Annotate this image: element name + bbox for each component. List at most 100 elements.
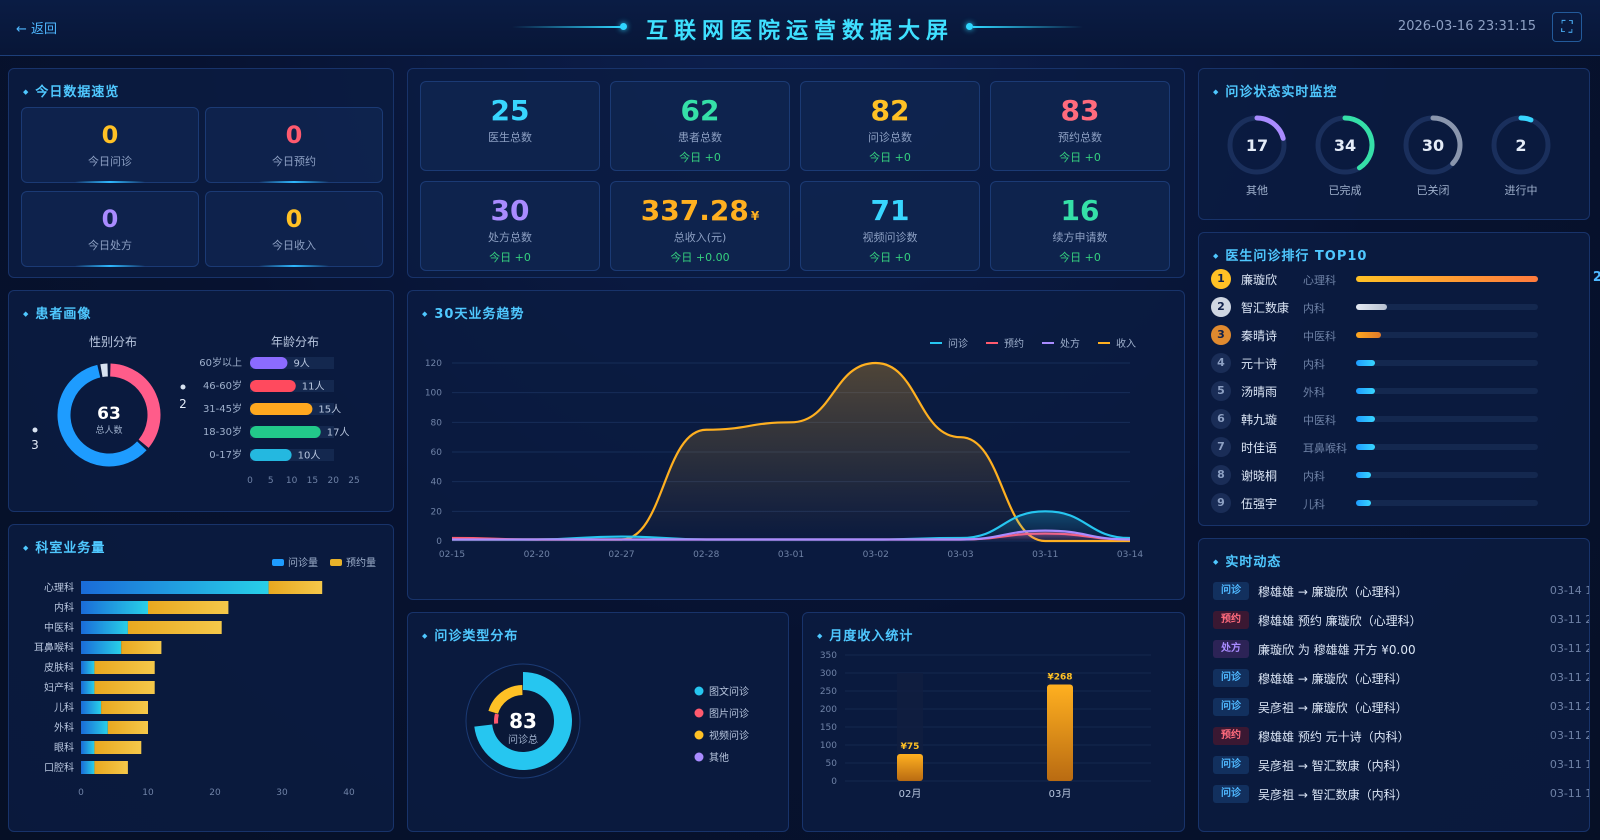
rank-bar-track xyxy=(1356,500,1538,506)
x-tick: 03-01 xyxy=(778,550,804,560)
dept-bar-consult xyxy=(81,681,95,694)
dept-bar-consult xyxy=(81,641,122,654)
rank-bar xyxy=(1356,500,1371,506)
dept-bar-booking xyxy=(101,701,148,714)
feed-text: 廉璇欣 为 穆雄雄 开方 ¥0.00 xyxy=(1258,643,1416,657)
dept-tick: 40 xyxy=(343,788,355,798)
series-area xyxy=(452,363,1130,541)
fullscreen-icon[interactable]: ⛶ xyxy=(1552,12,1582,42)
trend-title: 30天业务趋势 xyxy=(422,303,524,322)
age-tick: 25 xyxy=(348,476,359,486)
kpi-panel: 25 医生总数 62 患者总数 今日 +0 82 问诊总数 今日 +0 83 预… xyxy=(407,68,1185,278)
donut-callout: 2 xyxy=(179,397,187,411)
dept-label: 皮肤科 xyxy=(44,661,74,674)
x-tick: 02月 xyxy=(899,788,922,800)
dept-bar-consult xyxy=(81,661,95,674)
legend-swatch xyxy=(330,559,342,566)
dept-label: 口腔科 xyxy=(44,761,74,774)
gauge-label: 已关闭 xyxy=(1417,183,1450,197)
legend-dot xyxy=(694,708,704,718)
kpi-delta: 今日 +0 xyxy=(489,251,531,264)
kpi-unit: ¥ xyxy=(750,209,760,223)
today-card-consult: 0 今日问诊 xyxy=(21,107,199,183)
gender-slice xyxy=(57,364,147,467)
dept-label: 眼科 xyxy=(54,741,74,754)
dept-bar-consult xyxy=(81,761,95,774)
age-tick: 10 xyxy=(286,476,298,486)
rank-value: 29 xyxy=(1592,270,1600,285)
ranking-row: 6韩九璇中医科3 xyxy=(1211,407,1600,431)
ranking-row: 1 廉璇欣 心理科 29 xyxy=(1211,267,1600,291)
today-card-value: 0 xyxy=(285,205,303,233)
age-label: 0-17岁 xyxy=(209,448,242,461)
dept-label: 内科 xyxy=(54,601,74,614)
kpi-card: 16 续方申请数 今日 +0 xyxy=(990,181,1170,271)
doctor-name: 时佳语 xyxy=(1241,441,1278,455)
ranking-row: 4元十诗内科3 xyxy=(1211,351,1600,375)
back-button[interactable]: ← 返回 xyxy=(16,22,58,37)
y-tick: 60 xyxy=(431,448,443,458)
doctor-dept: 中医科 xyxy=(1303,330,1336,343)
dept-bar-consult xyxy=(81,581,269,594)
callout-dot xyxy=(180,384,186,390)
gauge-value: 34 xyxy=(1334,136,1356,155)
kpi-delta: 今日 +0 xyxy=(1059,251,1101,264)
donut-center-label: 问诊总 xyxy=(508,733,538,746)
feed-text: 吴彦祖 → 智汇数康（内科） xyxy=(1258,759,1408,773)
feed-time: 03-11 19:35 xyxy=(1549,758,1589,771)
legend-label: 收入 xyxy=(1116,337,1136,350)
age-tick: 15 xyxy=(307,476,318,486)
age-bar xyxy=(250,380,296,392)
profile-title: 患者画像 xyxy=(23,303,91,322)
feed-text: 吴彦祖 → 廉璇欣（心理科） xyxy=(1258,701,1408,715)
feed-tag: 问诊 xyxy=(1213,785,1249,803)
kpi-card: 30 处方总数 今日 +0 xyxy=(420,181,600,271)
monthly-title: 月度收入统计 xyxy=(817,625,913,644)
ranking-row: 9伍强宇儿科2 xyxy=(1211,491,1600,515)
gauge-value: 2 xyxy=(1515,136,1526,155)
status-panel: 问诊状态实时监控 17 其他 34 已完成 30 已关闭 2 进行中 xyxy=(1198,68,1590,220)
feed-tag: 问诊 xyxy=(1213,698,1249,716)
revenue-bar xyxy=(897,754,923,781)
kpi-card: 62 患者总数 今日 +0 xyxy=(610,81,790,171)
legend-label: 其他 xyxy=(709,751,729,764)
kpi-delta: 今日 +0 xyxy=(679,151,721,164)
title-dot-left xyxy=(620,23,627,30)
rank-badge: 5 xyxy=(1211,381,1231,401)
kpi-value: 30 xyxy=(490,194,530,227)
today-card-label: 今日问诊 xyxy=(88,155,132,168)
doctor-dept: 内科 xyxy=(1303,470,1325,483)
rank-bar-track xyxy=(1356,332,1538,338)
x-tick: 02-28 xyxy=(693,550,719,560)
feed-time: 03-11 21:17 xyxy=(1549,642,1589,655)
kpi-delta: 今日 +0 xyxy=(869,151,911,164)
doctor-dept: 耳鼻喉科 xyxy=(1303,442,1347,455)
doctor-name: 秦晴诗 xyxy=(1241,329,1278,343)
age-tick: 0 xyxy=(247,476,253,486)
trend-panel: 30天业务趋势 问诊 预约 处方 收入 0 20 40 60 80 100 120 02-15 02-2… xyxy=(407,290,1185,600)
doctor-name: 汤晴雨 xyxy=(1241,385,1278,399)
dept-bar-booking xyxy=(268,581,323,594)
today-title: 今日数据速览 xyxy=(23,81,119,100)
y-tick: 40 xyxy=(431,478,443,488)
today-panel: 今日数据速览 0 今日问诊 0 今日预约 0 今日处方 0 今日收入 xyxy=(8,68,394,278)
feed-text: 穆雄雄 预约 元十诗（内科） xyxy=(1258,730,1410,744)
feed-tag: 预约 xyxy=(1213,727,1249,745)
rank-bar-track xyxy=(1356,416,1538,422)
legend-dot xyxy=(694,730,704,740)
age-value: 17人 xyxy=(327,427,350,439)
kpi-delta: 今日 +0 xyxy=(869,251,911,264)
